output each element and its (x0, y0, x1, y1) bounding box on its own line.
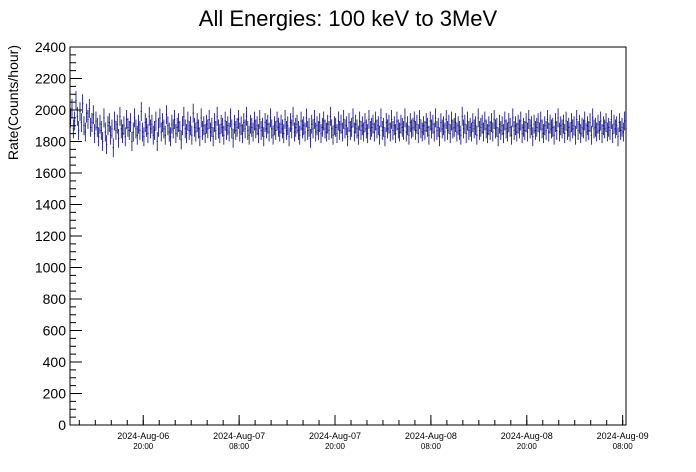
y-axis-label: Rate(Counts/hour) (5, 45, 21, 160)
y-tick-label: 1600 (35, 165, 66, 181)
x-tick-time: 08:00 (421, 442, 442, 451)
y-tick-label: 800 (43, 291, 67, 307)
x-tick-time: 20:00 (517, 442, 538, 451)
y-tick-label: 200 (43, 386, 67, 402)
y-tick-label: 1200 (35, 228, 66, 244)
y-tick-label: 400 (43, 354, 67, 370)
y-axis: 0 200 400 600 800 1000 1200 1400 1600 1800 2000 220… (35, 39, 82, 433)
x-tick-time: 20:00 (133, 442, 154, 451)
x-tick-date: 2024-Aug-08 (405, 431, 457, 441)
x-tick-time: 08:00 (229, 442, 250, 451)
x-tick-date: 2024-Aug-08 (501, 431, 553, 441)
y-tick-label: 1800 (35, 134, 66, 150)
chart-title: All Energies: 100 keV to 3MeV (199, 6, 498, 31)
y-tick-label: 2000 (35, 102, 66, 118)
series-layer (70, 91, 627, 158)
y-tick-label: 2400 (35, 39, 66, 55)
x-tick-time: 08:00 (613, 442, 634, 451)
x-tick-date: 2024-Aug-07 (309, 431, 361, 441)
x-tick-date: 2024-Aug-07 (213, 431, 265, 441)
y-tick-label: 0 (58, 417, 66, 433)
y-tick-label: 600 (43, 323, 67, 339)
x-tick-date: 2024-Aug-06 (117, 431, 169, 441)
x-tick-date: 2024-Aug-09 (597, 431, 649, 441)
y-tick-label: 1000 (35, 260, 66, 276)
y-tick-label: 1400 (35, 197, 66, 213)
y-tick-label: 2200 (35, 71, 66, 87)
x-axis: 2024-Aug-0620:002024-Aug-0708:002024-Aug… (78, 415, 649, 451)
plot-frame (69, 46, 627, 426)
x-tick-time: 20:00 (325, 442, 346, 451)
